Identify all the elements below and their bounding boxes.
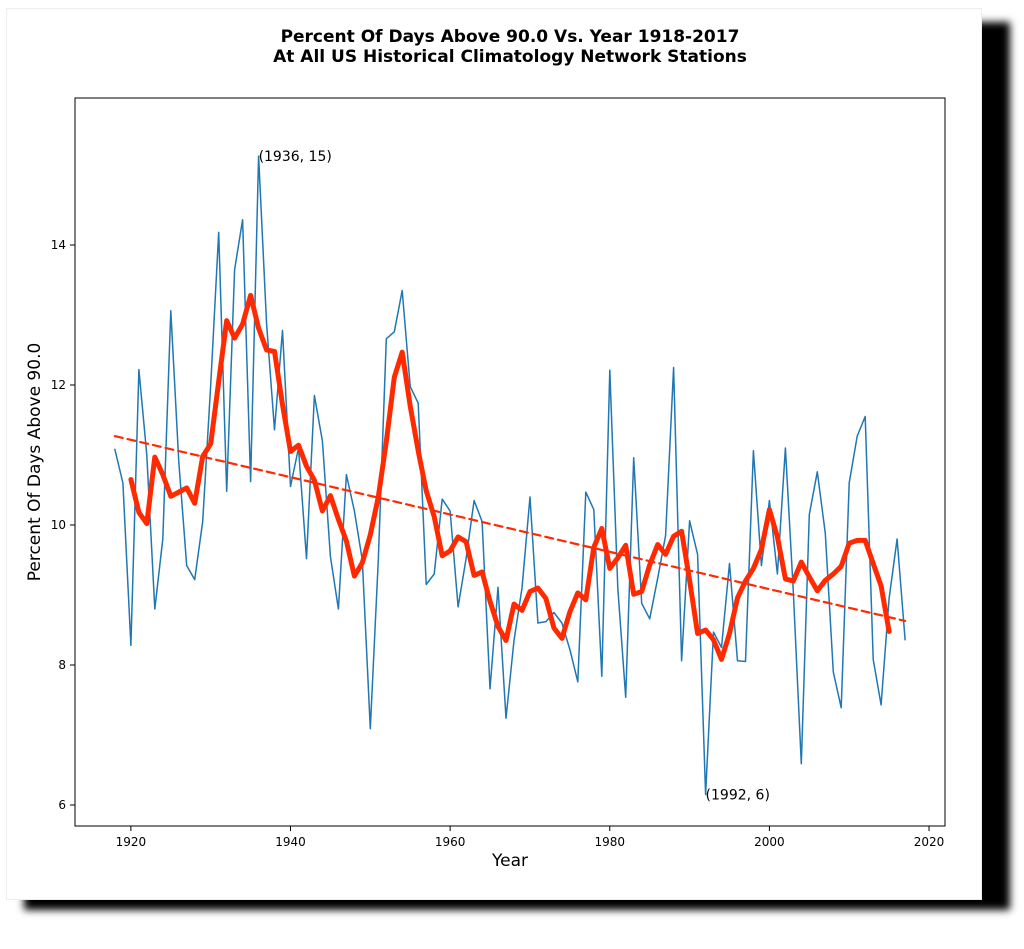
- annual-series-line: [114, 155, 906, 796]
- y-tick-label: 12: [51, 378, 66, 392]
- y-axis-ticks: 6 8 10 12 14: [51, 238, 75, 812]
- x-axis-ticks: 1920 1940 1960 1980 2000 2020: [116, 826, 945, 849]
- axes-frame: [74, 97, 946, 827]
- chart-title-line1: Percent Of Days Above 90.0 Vs. Year 1918…: [281, 27, 740, 47]
- chart-paper: [6, 8, 982, 900]
- x-tick-label: 2000: [754, 835, 785, 849]
- point-annotation: (1936, 15): [259, 149, 332, 165]
- x-tick-label: 1980: [594, 835, 625, 849]
- moving-average-line: [128, 292, 892, 662]
- annotations: (1936, 15) (1992, 6): [259, 149, 770, 803]
- y-tick-label: 14: [51, 238, 66, 252]
- y-tick-label: 8: [58, 658, 66, 672]
- chart-title-line2: At All US Historical Climatology Network…: [273, 47, 747, 67]
- x-tick-label: 1960: [435, 835, 466, 849]
- plot-area: [113, 155, 907, 796]
- y-tick-label: 6: [58, 798, 66, 812]
- point-annotation: (1992, 6): [706, 788, 770, 804]
- x-tick-label: 1940: [275, 835, 306, 849]
- x-axis-label: Year: [491, 851, 528, 871]
- trend-line: [113, 435, 907, 623]
- y-axis-label: Percent Of Days Above 90.0: [25, 343, 45, 582]
- x-tick-label: 2020: [914, 835, 945, 849]
- x-tick-label: 1920: [116, 835, 147, 849]
- y-tick-label: 10: [51, 518, 66, 532]
